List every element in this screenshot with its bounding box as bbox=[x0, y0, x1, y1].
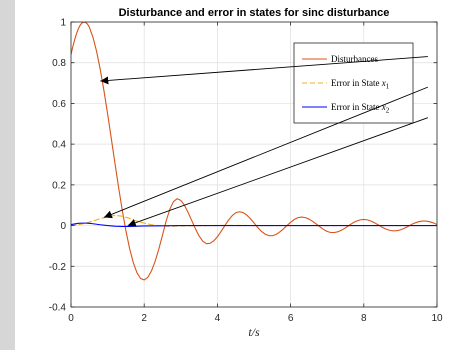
annotation-arrow-1 bbox=[100, 56, 428, 85]
x-tick-label: 2 bbox=[141, 313, 147, 324]
x-tick-label: 0 bbox=[68, 313, 74, 324]
x-tick-labels: 0 2 4 6 8 10 bbox=[68, 313, 443, 324]
x-axis-label: t/s bbox=[248, 325, 260, 339]
x-tick-label: 6 bbox=[288, 313, 294, 324]
x-tick-label: 4 bbox=[215, 313, 221, 324]
axis-ticks bbox=[70, 21, 438, 308]
legend-symbol-x: x bbox=[381, 78, 386, 88]
legend-subscript: 2 bbox=[386, 107, 390, 115]
y-tick-label: -0.2 bbox=[49, 262, 67, 273]
y-tick-label: 0.8 bbox=[52, 58, 66, 69]
series-line-1 bbox=[71, 22, 437, 281]
legend-label-text: Disturbances bbox=[331, 54, 378, 64]
y-tick-labels: -0.4 -0.2 0 0.2 0.4 0.6 0.8 1 bbox=[49, 18, 67, 314]
legend-label-1: Disturbances bbox=[331, 54, 378, 64]
legend-label-3: Error in State x2 bbox=[331, 102, 390, 115]
legend-label-2: Error in State x1 bbox=[331, 78, 390, 91]
plot-border bbox=[70, 21, 438, 308]
y-tick-label: 0 bbox=[60, 221, 66, 232]
legend-symbol-x: x bbox=[381, 102, 386, 112]
chart-title: Disturbance and error in states for sinc… bbox=[119, 7, 390, 19]
annotation-arrow-2 bbox=[103, 86, 429, 219]
legend-label-text: Error in State bbox=[331, 102, 382, 112]
y-tick-label: 0.6 bbox=[52, 99, 66, 110]
annotation-arrows bbox=[100, 56, 429, 227]
y-tick-label: 0.2 bbox=[52, 180, 66, 191]
y-tick-label: 1 bbox=[60, 18, 66, 29]
annotation-arrow-3 bbox=[127, 117, 429, 227]
legend-subscript: 1 bbox=[386, 83, 390, 91]
x-tick-label: 10 bbox=[431, 313, 443, 324]
legend-label-text: Error in State bbox=[331, 78, 382, 88]
left-panel-strip bbox=[0, 0, 15, 350]
x-tick-label: 8 bbox=[361, 313, 367, 324]
y-tick-label: -0.4 bbox=[49, 303, 67, 314]
y-tick-label: 0.4 bbox=[52, 140, 66, 151]
